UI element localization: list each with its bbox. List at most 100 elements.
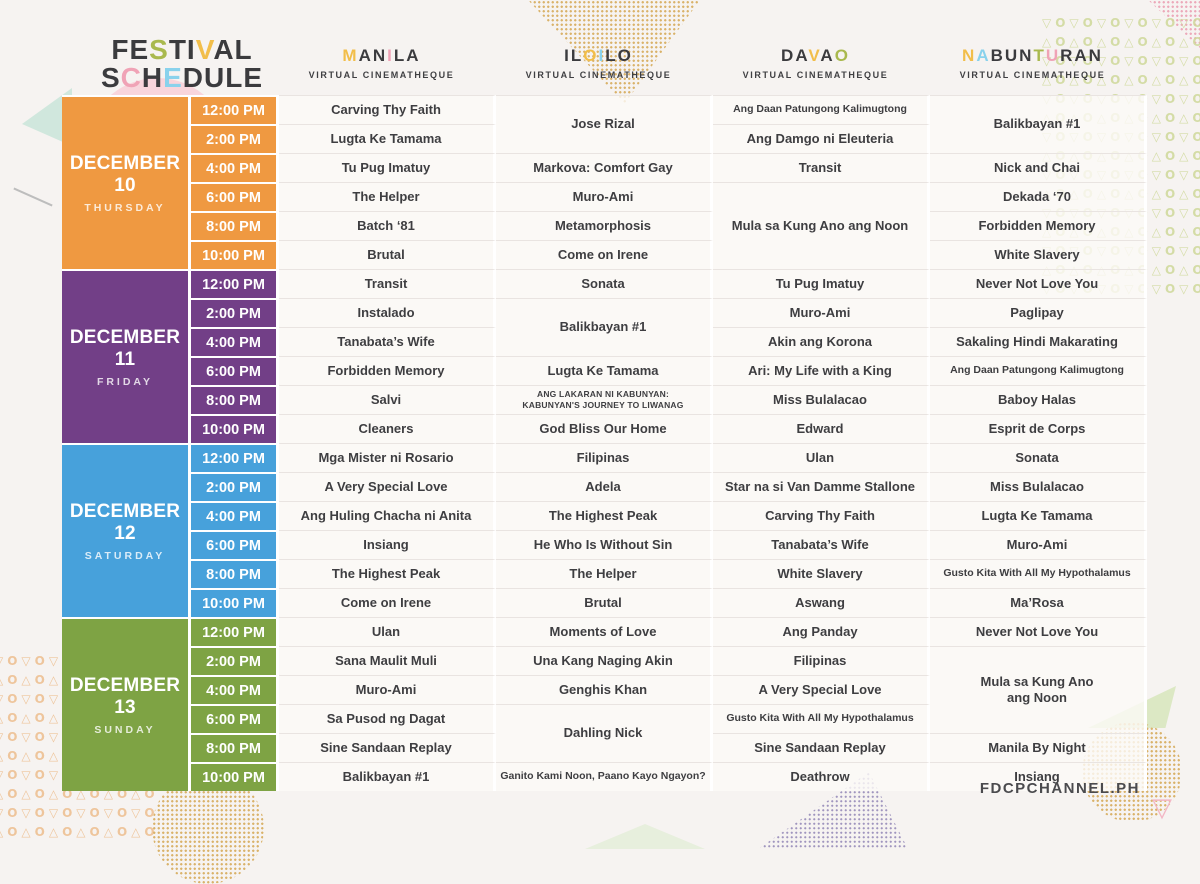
movie-cell: Tu Pug Imatuy — [713, 269, 930, 298]
movie-cell: A Very Special Love — [713, 675, 930, 704]
movie-title: Ganito Kami Noon, Paano Kayo Ngayon? — [500, 770, 706, 783]
venue-header-nabunturan: NABUNTURAN VIRTUAL CINEMATHEQUE — [924, 46, 1141, 80]
movie-title: Sa Pusod ng Dagat — [326, 710, 446, 726]
movie-cell: Instalado — [279, 298, 496, 327]
movie-cell: Ari: My Life with a King — [713, 356, 930, 385]
gray-line-decoration — [13, 187, 53, 207]
movie-cell: Muro-Ami — [713, 298, 930, 327]
weekday-label: SATURDAY — [84, 549, 166, 562]
movie-cell: Edward — [713, 414, 930, 443]
movie-title: Genghis Khan — [558, 681, 648, 697]
time-cell: 4:00 PM — [191, 327, 279, 356]
schedule-row: 8:00 PM Sine Sandaan Replay Sine Sandaan R… — [62, 733, 1147, 762]
venue-name: NABUNTURAN — [962, 46, 1103, 65]
movie-cell: Dekada ‘70 — [930, 182, 1147, 211]
movie-cell: Never Not Love You — [930, 617, 1147, 646]
movie-cell: Ulan — [279, 617, 496, 646]
movie-title: Mga Mister ni Rosario — [318, 449, 454, 465]
time-cell: 8:00 PM — [191, 385, 279, 414]
movie-title: Gusto Kita With All My Hypothalamus — [726, 712, 914, 725]
movie-cell: A Very Special Love — [279, 472, 496, 501]
movie-title: Tu Pug Imatuy — [775, 275, 865, 291]
movie-cell: Dahling Nick — [496, 704, 713, 762]
movie-title: Ang Daan Patungong Kalimugtong — [733, 103, 907, 116]
movie-cell: He Who Is Without Sin — [496, 530, 713, 559]
movie-title: Tanabata’s Wife — [771, 536, 869, 552]
movie-title: God Bliss Our Home — [539, 420, 667, 436]
time-cell: 10:00 PM — [191, 414, 279, 443]
movie-title: Ari: My Life with a King — [748, 362, 892, 378]
time-cell: 6:00 PM — [191, 356, 279, 385]
venue-header-davao: DAVAO VIRTUAL CINEMATHEQUE — [707, 46, 924, 80]
movie-title: Dahling Nick — [563, 725, 643, 741]
movie-cell: Lugta Ke Tamama — [279, 124, 496, 153]
movie-title: Tu Pug Imatuy — [341, 159, 431, 175]
movie-cell: Tanabata’s Wife — [713, 530, 930, 559]
channel-url: FDCPCHANNEL.PH — [979, 780, 1140, 797]
movie-title: Batch ‘81 — [357, 217, 415, 233]
time-cell: 6:00 PM — [191, 182, 279, 211]
schedule-table: DECEMBER 10 THURSDAY 12:00 PM Carving Thy F… — [62, 95, 1147, 791]
green-triangle-decoration — [585, 824, 705, 849]
movie-cell: God Bliss Our Home — [496, 414, 713, 443]
movie-title: Baboy Halas — [997, 391, 1077, 407]
movie-title: Balikbayan #1 — [342, 768, 430, 784]
movie-cell: Ma’Rosa — [930, 588, 1147, 617]
movie-title: Ang Huling Chacha ni Anita — [300, 507, 472, 523]
movie-title: Sana Maulit Muli — [335, 652, 437, 668]
venue-header-iloilo: ILOILO VIRTUAL CINEMATHEQUE — [490, 46, 707, 80]
movie-cell: Carving Thy Faith — [279, 95, 496, 124]
time-cell: 2:00 PM — [191, 472, 279, 501]
schedule-row: 10:00 PM Cleaners God Bliss Our Home Edward… — [62, 414, 1147, 443]
time-cell: 2:00 PM — [191, 124, 279, 153]
movie-cell: Ulan — [713, 443, 930, 472]
weekday-label: THURSDAY — [84, 201, 166, 214]
schedule-row: 6:00 PM Sa Pusod ng Dagat Dahling Nick Gust… — [62, 704, 1147, 762]
movie-title: Akin ang Korona — [767, 333, 872, 349]
movie-cell: Aswang — [713, 588, 930, 617]
movie-title: Filipinas — [793, 652, 847, 668]
date-label: DECEMBER 13 — [69, 674, 181, 718]
movie-cell: Balikbayan #1 — [930, 95, 1147, 153]
movie-cell: Transit — [713, 153, 930, 182]
movie-cell: Ang Panday — [713, 617, 930, 646]
movie-title: Una Kang Naging Akin — [533, 652, 673, 668]
movie-title: Ang Panday — [782, 623, 858, 639]
movie-title: Manila By Night — [988, 739, 1086, 755]
movie-title: Markova: Comfort Gay — [533, 159, 673, 175]
time-cell: 12:00 PM — [191, 95, 279, 124]
movie-cell: The Helper — [279, 182, 496, 211]
movie-cell: ANG LAKARAN NI KABUNYAN: KABUNYAN'S JOURN… — [496, 385, 713, 414]
movie-title: Adela — [585, 478, 621, 494]
movie-title: Muro-Ami — [572, 188, 634, 204]
movie-title: Muro-Ami — [1006, 536, 1068, 552]
time-cell: 8:00 PM — [191, 733, 279, 762]
movie-cell: Balikbayan #1 — [279, 762, 496, 791]
weekday-label: FRIDAY — [96, 375, 154, 388]
movie-title: The Helper — [352, 188, 420, 204]
movie-title: Edward — [796, 420, 844, 436]
date-cell: DECEMBER 12 SATURDAY — [62, 443, 191, 617]
movie-cell: The Highest Peak — [279, 559, 496, 588]
date-label: DECEMBER 10 — [69, 152, 181, 196]
schedule-row: 4:00 PM Ang Huling Chacha ni Anita The Hig… — [62, 501, 1147, 530]
movie-title: The Highest Peak — [331, 565, 441, 581]
movie-cell: Gusto Kita With All My Hypothalamus — [930, 559, 1147, 588]
movie-cell: Ang Daan Patungong Kalimugtong — [713, 95, 930, 124]
movie-title: Balikbayan #1 — [993, 116, 1081, 132]
movie-title: Insiang — [1014, 768, 1060, 784]
movie-cell: Tanabata’s Wife — [279, 327, 496, 356]
schedule-row: DECEMBER 12 SATURDAY 12:00 PM Mga Mister ni… — [62, 443, 1147, 617]
time-cell: 12:00 PM — [191, 269, 279, 298]
movie-title: Balikbayan #1 — [559, 319, 647, 335]
movie-title-line2: ang Noon — [1007, 690, 1067, 705]
schedule-row: 4:00 PM Muro-Ami Genghis Khan A Very Specia… — [62, 675, 1147, 704]
time-cell: 2:00 PM — [191, 646, 279, 675]
movie-cell: Una Kang Naging Akin — [496, 646, 713, 675]
movie-title: White Slavery — [777, 565, 863, 581]
date-cell: DECEMBER 10 THURSDAY — [62, 95, 191, 269]
movie-title: Forbidden Memory — [978, 217, 1096, 233]
movie-cell: Transit — [279, 269, 496, 298]
title-line: FESTIVAL — [111, 34, 253, 65]
movie-title: Nick and Chai — [994, 159, 1080, 175]
